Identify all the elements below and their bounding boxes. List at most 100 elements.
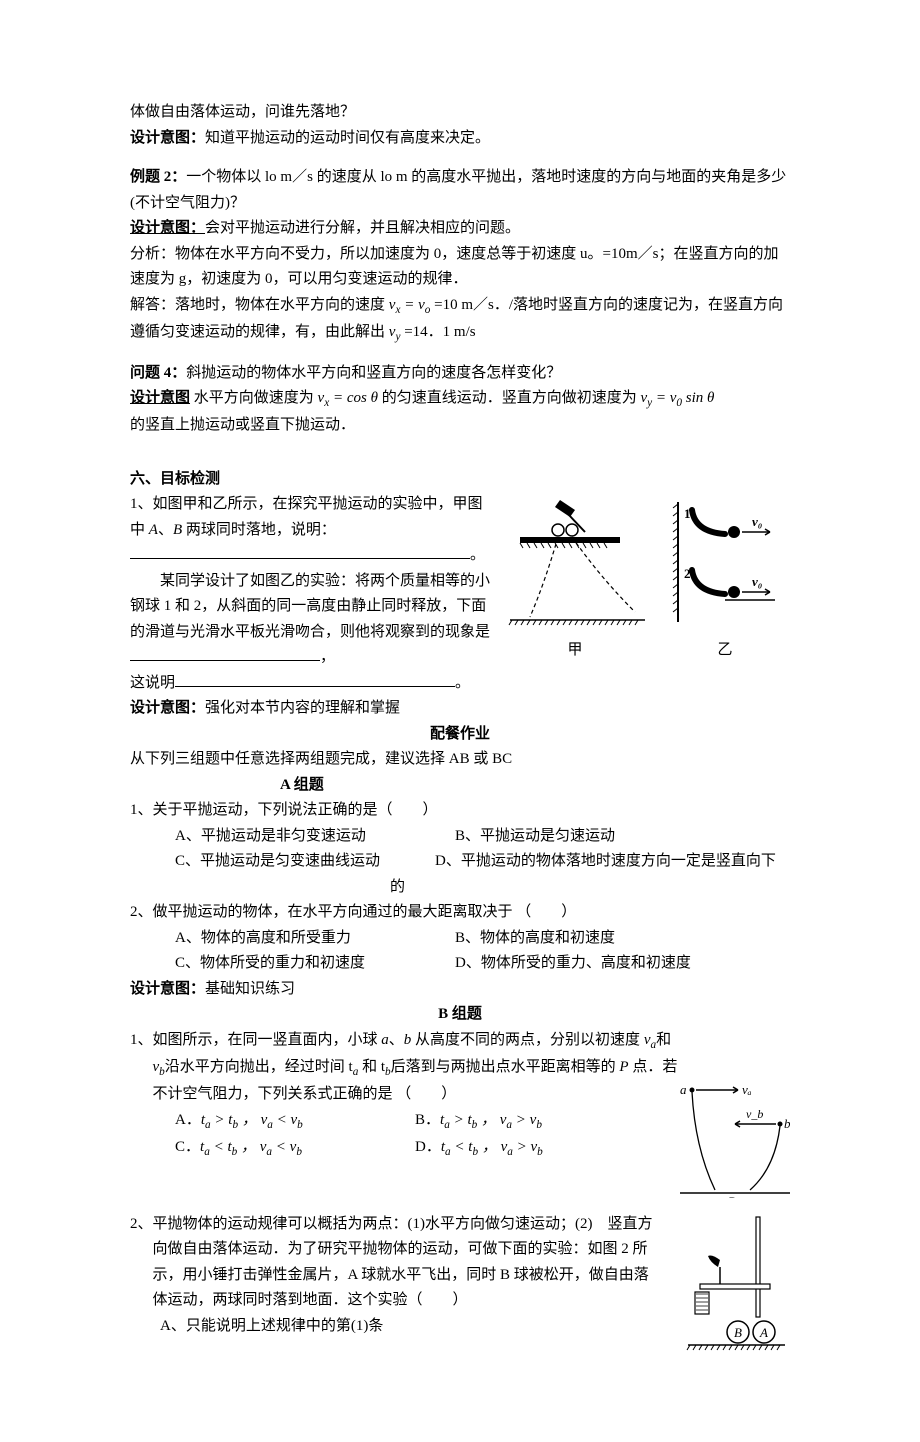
question4: 问题 4：斜抛运动的物体水平方向和竖直方向的速度各怎样变化？ bbox=[130, 361, 790, 387]
section6-title: 六、目标检测 bbox=[130, 467, 790, 493]
analysis-label: 分析： bbox=[130, 246, 175, 262]
question4-cont: 的竖直上抛运动或竖直下抛运动． bbox=[130, 413, 790, 439]
analysis-text: 物体在水平方向不受力，所以加速度为 0，速度总等于初速度 u。=10m／s；在竖… bbox=[130, 246, 778, 288]
gA-q2-text: 做平抛运动的物体，在水平方向通过的最大距离取决于 （ ） bbox=[153, 904, 577, 920]
figure-yi: 1 v₀ 2 v₀ 乙 bbox=[670, 492, 780, 664]
answer-p3: =14．1 m/s bbox=[400, 324, 475, 340]
comma: ， bbox=[320, 649, 335, 665]
svg-text:P: P bbox=[727, 1194, 736, 1198]
gA-q2: 2、做平抛运动的物体，在水平方向通过的最大距离取决于 （ ） bbox=[130, 900, 790, 926]
P: P bbox=[619, 1059, 628, 1075]
gA-q2-opts2: C、物体所受的重力和初速度 D、物体所受的重力、高度和初速度 bbox=[130, 951, 790, 977]
p3: sin θ bbox=[682, 390, 714, 406]
intro-line: 体做自由落体运动，问谁先落地？ bbox=[130, 100, 790, 126]
gA-q2-opts: A、物体的高度和所受重力 B、物体的高度和初速度 bbox=[130, 926, 790, 952]
figure-b2: B A bbox=[660, 1212, 790, 1362]
end: 。 bbox=[470, 547, 485, 563]
p1: 如图所示，在同一竖直面内，小球 bbox=[153, 1032, 382, 1048]
figure-jia: 甲 bbox=[500, 492, 650, 664]
svg-text:b: b bbox=[784, 1116, 790, 1131]
gB-q2-text: 平抛物体的运动规律可以概括为两点：(1)水平方向做匀速运动；(2) 竖直方向做自… bbox=[153, 1216, 653, 1309]
svg-text:a: a bbox=[680, 1082, 687, 1097]
optA-label: A． bbox=[175, 1112, 201, 1128]
design-text: 会对平抛运动进行分解，并且解决相应的问题。 bbox=[205, 220, 520, 236]
A: A bbox=[149, 522, 158, 538]
gA-q1: 1、关于平抛运动，下列说法正确的是（ ） bbox=[130, 798, 790, 824]
example2-label: 例题 2： bbox=[130, 169, 186, 185]
gA-q1-opts: A、平抛运动是非匀变速运动 B、平抛运动是匀速运动 bbox=[130, 824, 790, 850]
p2: 从高度不同的两点，分别以初速度 bbox=[411, 1032, 644, 1048]
p3: 沿水平方向抛出，经过时间 t bbox=[165, 1059, 353, 1075]
homework-title: 配餐作业 bbox=[130, 722, 790, 748]
p2: 的匀速直线运动．竖直方向做初速度为 bbox=[378, 390, 641, 406]
example2-analysis: 分析：物体在水平方向不受力，所以加速度为 0，速度总等于初速度 u。=10m／s… bbox=[130, 242, 790, 293]
a: a bbox=[381, 1032, 389, 1048]
fig-yi-label: 乙 bbox=[670, 638, 780, 664]
gA-design: 设计意图：基础知识练习 bbox=[130, 977, 790, 1003]
v0-label-2: v₀ bbox=[752, 574, 762, 589]
gA-q2-A: A、物体的高度和所受重力 bbox=[175, 926, 455, 952]
s6-q1-p3: 这说明 。 bbox=[130, 671, 790, 697]
gA-q1-A: A、平抛运动是非匀变速运动 bbox=[175, 824, 455, 850]
svg-text:vₐ: vₐ bbox=[742, 1082, 752, 1097]
example2: 例题 2：一个物体以 lo m／s 的速度从 lo m 的高度水平抛出，落地时速… bbox=[130, 165, 790, 216]
design-text: 强化对本节内容的理解和掌握 bbox=[205, 700, 400, 716]
s1: 、 bbox=[389, 1032, 404, 1048]
question4-design: 设计意图 水平方向做速度为 vx = cos θ 的匀速直线运动．竖直方向做初速… bbox=[130, 386, 790, 413]
svg-text:1: 1 bbox=[684, 506, 691, 521]
q4-label: 问题 4： bbox=[130, 365, 186, 381]
and: 和 bbox=[656, 1032, 671, 1048]
and2: 和 t bbox=[358, 1059, 385, 1075]
mid: 、 bbox=[158, 522, 173, 538]
optD-label: D． bbox=[415, 1139, 441, 1155]
eq2: = v bbox=[652, 390, 676, 406]
optB-label: B． bbox=[415, 1112, 440, 1128]
eq: = v bbox=[400, 297, 424, 313]
homework-instruction: 从下列三组题中任意选择两组题完成，建议选择 AB 或 BC bbox=[130, 747, 790, 773]
fig-jia-label: 甲 bbox=[500, 638, 650, 664]
example2-text: 一个物体以 lo m／s 的速度从 lo m 的高度水平抛出，落地时速度的方向与… bbox=[130, 169, 786, 211]
design-label: 设计意图： bbox=[130, 130, 205, 146]
design-label: 设计意图： bbox=[130, 981, 205, 997]
q1-t2: 两球同时落地，说明： bbox=[182, 522, 336, 538]
answer-label: 解答： bbox=[130, 297, 175, 313]
gA-q1-D: D、平抛运动的物体落地时速度方向一定是竖直向下的 bbox=[390, 849, 790, 900]
gB-q1-num: 1、 bbox=[130, 1032, 153, 1048]
gA-q1-B: B、平抛运动是匀速运动 bbox=[455, 824, 615, 850]
gA-q1-text: 关于平抛运动，下列说法正确的是（ ） bbox=[153, 802, 438, 818]
groupA-title: A 组题 bbox=[130, 773, 790, 799]
q4-text: 斜抛运动的物体水平方向和竖直方向的速度各怎样变化？ bbox=[186, 365, 561, 381]
vb-label: v_b bbox=[746, 1107, 763, 1121]
gA-q2-B: B、物体的高度和初速度 bbox=[455, 926, 615, 952]
p2-text: 某同学设计了如图乙的实验：将两个质量相等的小钢球 1 和 2，从斜面的同一高度由… bbox=[130, 573, 490, 640]
example2-answer: 解答：落地时，物体在水平方向的速度 vx = vo =10 m／s．/落地时竖直… bbox=[130, 293, 790, 347]
B: B bbox=[173, 522, 182, 538]
v0-label-1: v₀ bbox=[752, 514, 762, 529]
ball-A: A bbox=[759, 1325, 768, 1340]
p3-text: 这说明 bbox=[130, 675, 175, 691]
answer-p1: 落地时，物体在水平方向的速度 bbox=[175, 297, 389, 313]
figure-jia-yi: 甲 1 v₀ 2 v₀ bbox=[500, 492, 790, 664]
p4: 后落到与两抛出点水平距离相等的 bbox=[391, 1059, 620, 1075]
end2: 。 bbox=[455, 675, 470, 691]
example2-design: 设计意图：会对平抛运动进行分解，并且解决相应的问题。 bbox=[130, 216, 790, 242]
gA-q2-num: 2、 bbox=[130, 904, 153, 920]
design-label: 设计意图 bbox=[130, 390, 190, 406]
p1: 水平方向做速度为 bbox=[190, 390, 318, 406]
intro-design: 设计意图：知道平抛运动的运动时间仅有高度来决定。 bbox=[130, 126, 790, 152]
design-text: 知道平抛运动的运动时间仅有高度来决定。 bbox=[205, 130, 490, 146]
eq1: = cos θ bbox=[329, 390, 378, 406]
ball-B: B bbox=[734, 1325, 742, 1340]
s6-design: 设计意图：强化对本节内容的理解和掌握 bbox=[130, 696, 790, 722]
optC-label: C． bbox=[175, 1139, 200, 1155]
gA-q1-num: 1、 bbox=[130, 802, 153, 818]
gA-q2-C: C、物体所受的重力和初速度 bbox=[175, 951, 455, 977]
design-label: 设计意图： bbox=[130, 220, 205, 236]
gA-q1-opts2: C、平抛运动是匀变速曲线运动 D、平抛运动的物体落地时速度方向一定是竖直向下的 bbox=[130, 849, 790, 900]
svg-text:2: 2 bbox=[684, 566, 691, 581]
groupB-title: B 组题 bbox=[130, 1002, 790, 1028]
figure-b1: a vₐ b v_b P bbox=[680, 1078, 790, 1198]
q1-num: 1、 bbox=[130, 496, 153, 512]
gB-q2-num: 2、 bbox=[130, 1216, 153, 1232]
gA-q2-D: D、物体所受的重力、高度和初速度 bbox=[455, 951, 691, 977]
